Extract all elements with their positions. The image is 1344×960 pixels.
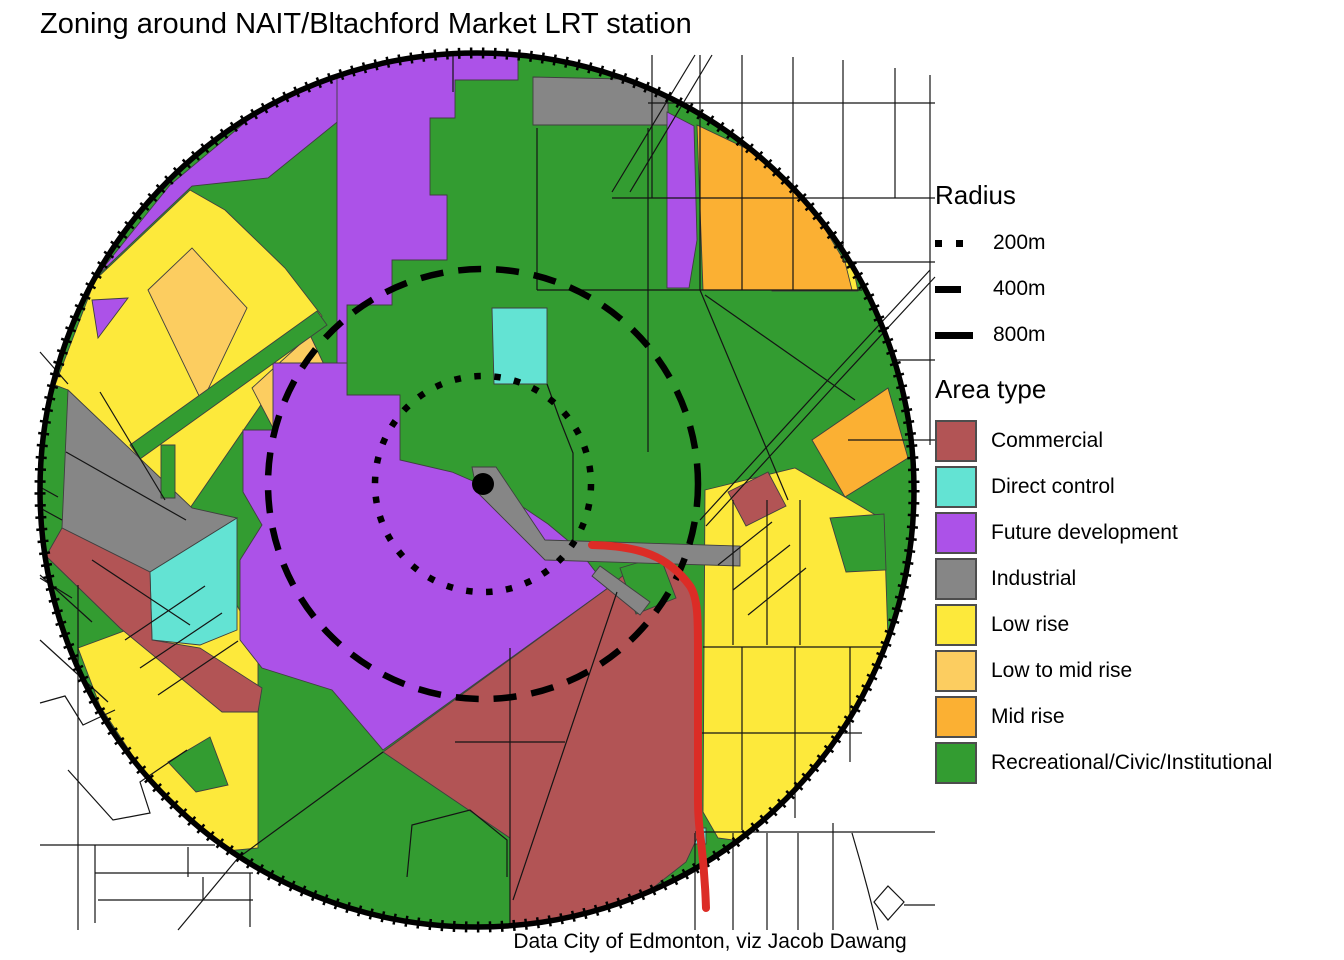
area-type-item-low-mid-rise: Low to mid rise [935, 648, 1335, 694]
color-swatch [935, 650, 977, 692]
radius-legend: 200m 400m 800m [935, 220, 1335, 358]
zone-recreational [160, 444, 176, 499]
dashed-line-sample [935, 280, 979, 298]
area-type-label: Recreational/Civic/Institutional [991, 751, 1273, 774]
area-type-legend-title: Area type [935, 374, 1047, 404]
radius-legend-item-800m: 800m [935, 312, 1335, 358]
color-swatch [935, 742, 977, 784]
area-type-item-future-development: Future development [935, 510, 1335, 556]
zone-industrial-strip [471, 466, 741, 567]
color-swatch [935, 420, 977, 462]
radius-legend-item-200m: 200m [935, 220, 1335, 266]
area-type-label: Low rise [991, 613, 1070, 636]
area-type-item-direct-control: Direct control [935, 464, 1335, 510]
ring-800m [37, 50, 917, 930]
zone-recreational [129, 310, 328, 460]
zone-low-mid-rise [147, 247, 248, 404]
zone-future-development [666, 111, 698, 289]
solid-line-sample [935, 326, 979, 344]
station-marker [472, 473, 494, 495]
road-network [39, 52, 936, 931]
radius-legend-title: Radius [935, 180, 1016, 210]
dotted-line-sample [935, 234, 979, 252]
area-type-label: Industrial [991, 567, 1077, 590]
zone-industrial-strip [591, 565, 651, 616]
area-type-label: Future development [991, 521, 1178, 544]
area-type-label: Low to mid rise [991, 659, 1133, 682]
zone-recreational [829, 513, 887, 573]
page-title: Zoning around NAIT/Bltachford Market LRT… [40, 8, 692, 40]
legend: Radius 200m 400m 800m Area type Commerci… [935, 180, 1335, 786]
area-type-label: Direct control [991, 475, 1115, 498]
ring-200m [371, 372, 595, 596]
radius-label: 200m [993, 231, 1046, 254]
zone-commercial [45, 527, 263, 713]
area-type-item-mid-rise: Mid rise [935, 694, 1335, 740]
zone-mid-rise [696, 124, 853, 291]
area-type-label: Commercial [991, 429, 1104, 452]
color-swatch [935, 558, 977, 600]
area-type-item-low-rise: Low rise [935, 602, 1335, 648]
color-swatch [935, 604, 977, 646]
area-type-item-recreational: Recreational/Civic/Institutional [935, 740, 1335, 786]
radius-label: 400m [993, 277, 1046, 300]
lrt-line [588, 541, 710, 912]
area-type-legend: Commercial Direct control Future develop… [935, 418, 1335, 786]
radius-legend-item-400m: 400m [935, 266, 1335, 312]
radius-rings [34, 47, 920, 933]
zone-future-development [91, 297, 129, 340]
color-swatch [935, 696, 977, 738]
area-type-item-industrial: Industrial [935, 556, 1335, 602]
color-swatch [935, 512, 977, 554]
area-type-item-commercial: Commercial [935, 418, 1335, 464]
ring-400m [264, 265, 702, 703]
zone-future-development [239, 362, 609, 751]
data-source-caption: Data City of Edmonton, viz Jacob Dawang [513, 930, 907, 953]
radius-label: 800m [993, 323, 1046, 346]
color-swatch [935, 466, 977, 508]
zone-direct-control [491, 307, 548, 385]
area-type-label: Mid rise [991, 705, 1065, 728]
